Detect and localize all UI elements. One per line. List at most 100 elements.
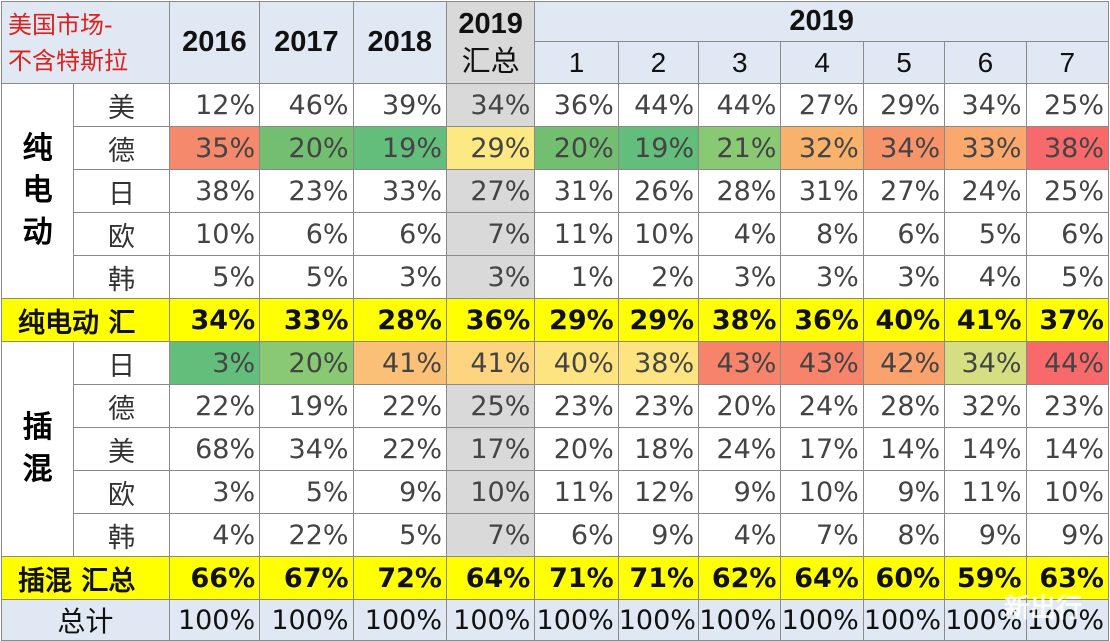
col-header-month: 2	[618, 42, 698, 84]
table-cell: 2%	[618, 256, 698, 299]
table-cell: 14%	[945, 428, 1026, 471]
row-label: 德	[74, 385, 169, 428]
group-label: 纯电动	[2, 84, 74, 299]
table-cell: 9%	[699, 471, 781, 514]
table-cell: 7%	[446, 514, 534, 557]
table-cell: 40%	[863, 299, 944, 342]
table-cell: 100%	[260, 600, 353, 641]
table-cell: 100%	[618, 600, 698, 641]
table-cell: 32%	[945, 385, 1026, 428]
table-cell: 8%	[863, 514, 944, 557]
table-cell: 3%	[863, 256, 944, 299]
table-cell: 8%	[781, 213, 863, 256]
table-cell: 20%	[535, 428, 618, 471]
table-cell: 28%	[353, 299, 446, 342]
table-cell: 3%	[446, 256, 534, 299]
table-cell: 29%	[618, 299, 698, 342]
col-header-month: 3	[699, 42, 781, 84]
table-cell: 11%	[535, 471, 618, 514]
row-label: 美	[74, 428, 169, 471]
table-cell: 38%	[169, 170, 259, 213]
table-cell: 22%	[260, 514, 353, 557]
table-cell: 25%	[446, 385, 534, 428]
table-cell: 60%	[863, 557, 944, 600]
table-cell: 17%	[781, 428, 863, 471]
table-cell: 14%	[1026, 428, 1108, 471]
table-cell: 11%	[535, 213, 618, 256]
table-cell: 62%	[699, 557, 781, 600]
table-cell: 34%	[169, 299, 259, 342]
total-row-label: 总计	[2, 600, 170, 641]
table-cell: 33%	[353, 170, 446, 213]
table-cell: 19%	[353, 127, 446, 170]
table-cell: 22%	[169, 385, 259, 428]
table-cell: 7%	[446, 213, 534, 256]
table-cell: 23%	[618, 385, 698, 428]
table-cell: 100%	[446, 600, 534, 641]
col-header-month: 4	[781, 42, 863, 84]
table-cell: 27%	[781, 84, 863, 127]
table-cell: 72%	[353, 557, 446, 600]
table-cell: 24%	[699, 428, 781, 471]
watermark-logo: 新出行	[1004, 588, 1082, 625]
table-cell: 35%	[169, 127, 259, 170]
table-cell: 41%	[945, 299, 1026, 342]
col-header-year: 2016	[169, 2, 259, 84]
row-label: 日	[74, 342, 169, 385]
row-label: 韩	[74, 514, 169, 557]
table-cell: 36%	[781, 299, 863, 342]
table-cell: 44%	[1026, 342, 1108, 385]
table-cell: 37%	[1026, 299, 1108, 342]
table-cell: 34%	[260, 428, 353, 471]
table-cell: 20%	[535, 127, 618, 170]
table-cell: 100%	[699, 600, 781, 641]
table-cell: 64%	[781, 557, 863, 600]
col-header-year: 2018	[353, 2, 446, 84]
summary-label: 汇总	[447, 43, 534, 81]
table-cell: 3%	[781, 256, 863, 299]
row-label: 韩	[74, 256, 169, 299]
table-cell: 38%	[618, 342, 698, 385]
table-cell: 43%	[699, 342, 781, 385]
table-cell: 34%	[446, 84, 534, 127]
table-cell: 29%	[446, 127, 534, 170]
table-cell: 9%	[945, 514, 1026, 557]
table-cell: 34%	[945, 342, 1026, 385]
table-cell: 100%	[781, 600, 863, 641]
table-cell: 11%	[945, 471, 1026, 514]
table-cell: 9%	[863, 471, 944, 514]
table-cell: 6%	[353, 213, 446, 256]
row-label: 美	[74, 84, 169, 127]
col-header-summary: 2019 汇总	[446, 2, 534, 84]
row-label: 欧	[74, 213, 169, 256]
table-cell: 67%	[260, 557, 353, 600]
table-cell: 4%	[945, 256, 1026, 299]
table-cell: 9%	[1026, 514, 1108, 557]
table-cell: 100%	[353, 600, 446, 641]
table-cell: 25%	[1026, 84, 1108, 127]
summary-year: 2019	[447, 5, 534, 43]
table-cell: 23%	[260, 170, 353, 213]
table-cell: 22%	[353, 385, 446, 428]
table-cell: 3%	[169, 471, 259, 514]
table-cell: 19%	[260, 385, 353, 428]
title-line-1: 美国市场-	[8, 7, 169, 43]
table-cell: 40%	[535, 342, 618, 385]
table-cell: 33%	[945, 127, 1026, 170]
table-cell: 71%	[618, 557, 698, 600]
table-cell: 10%	[446, 471, 534, 514]
table-cell: 23%	[535, 385, 618, 428]
table-cell: 39%	[353, 84, 446, 127]
row-label: 欧	[74, 471, 169, 514]
table-cell: 9%	[353, 471, 446, 514]
col-header-year: 2017	[260, 2, 353, 84]
table-cell: 4%	[699, 514, 781, 557]
table-cell: 36%	[446, 299, 534, 342]
table-cell: 6%	[535, 514, 618, 557]
table-cell: 64%	[446, 557, 534, 600]
